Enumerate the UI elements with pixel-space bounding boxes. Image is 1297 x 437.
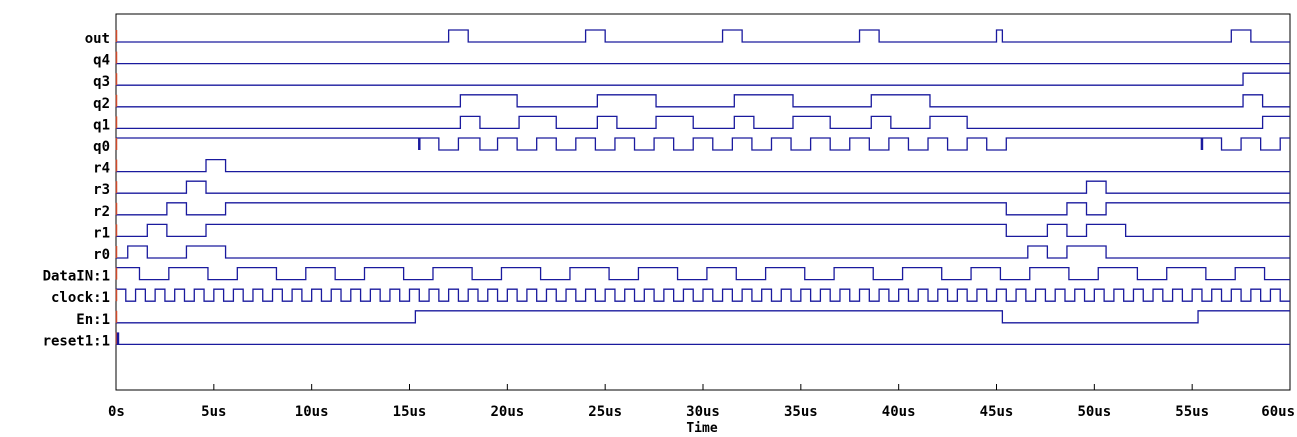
waveform-q2 (116, 95, 1290, 107)
waveform-q0 (116, 138, 1290, 150)
x-tick-label: 55us (1175, 404, 1209, 420)
waveform-clock-1 (116, 289, 1290, 301)
x-tick-label: 50us (1077, 404, 1111, 420)
x-axis-title: Time (686, 421, 717, 436)
signal-label: q3 (93, 74, 110, 90)
waveform-q3 (116, 73, 1290, 85)
signal-label: out (85, 31, 110, 47)
signal-label: reset1:1 (43, 333, 110, 349)
x-tick-label: 0s (108, 404, 125, 420)
waveform-r1 (116, 224, 1290, 236)
signal-label: r3 (93, 182, 110, 198)
x-axis-ticks: 0s 5us 10us 15us 20us 25us 30us 35us 40us 45us 50u… (108, 384, 1295, 420)
x-tick-label: 15us (393, 404, 427, 420)
waveform-out (116, 30, 1290, 42)
x-tick-label: 5us (201, 404, 226, 420)
waveform-q1 (116, 116, 1290, 128)
signal-label: r1 (93, 225, 110, 241)
signal-label: En:1 (76, 312, 110, 328)
signal-labels: out q4 q3 q2 q1 q0 r4 r3 r2 r1 r0 DataIN:1 clock:1 En… (43, 31, 110, 349)
plot-frame (116, 14, 1290, 390)
signal-label: q4 (93, 53, 110, 69)
signal-label: q0 (93, 139, 110, 155)
signal-label: r2 (93, 204, 110, 220)
x-tick-label: 45us (980, 404, 1014, 420)
signal-label: q1 (93, 117, 110, 133)
signal-label: q2 (93, 96, 110, 112)
x-tick-label: 30us (686, 404, 720, 420)
x-tick-label: 10us (295, 404, 329, 420)
waveform-r3 (116, 181, 1290, 193)
signal-label: r0 (93, 247, 110, 263)
waveform-r4 (116, 160, 1290, 172)
plot-border (116, 14, 1290, 390)
waveform-r2 (116, 203, 1290, 215)
signal-label: clock:1 (51, 290, 110, 306)
waveform-r0 (116, 246, 1290, 258)
x-tick-label: 25us (588, 404, 622, 420)
signal-label: DataIN:1 (43, 269, 110, 285)
x-tick-label: 40us (882, 404, 916, 420)
x-tick-label: 35us (784, 404, 818, 420)
signal-label: r4 (93, 161, 110, 177)
x-tick-label: 60us (1261, 404, 1295, 420)
waveforms (116, 30, 1290, 344)
x-tick-label: 20us (490, 404, 524, 420)
waveform-datain-1 (116, 268, 1290, 280)
waveform-en-1 (116, 311, 1290, 323)
